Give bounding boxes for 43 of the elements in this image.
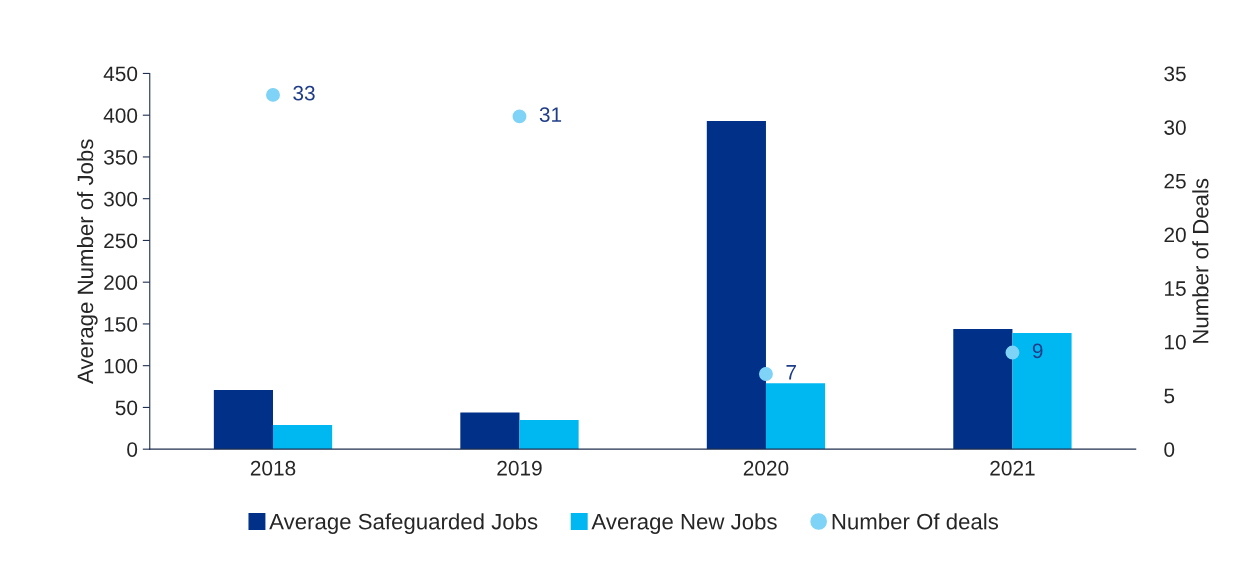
bar <box>1012 333 1072 450</box>
y2-tick-label: 15 <box>1165 281 1186 296</box>
y2-tick-label: 5 <box>1164 388 1175 404</box>
bar <box>953 328 1013 450</box>
y-tick-label: 150 <box>104 316 138 332</box>
x-tick-label: 2018 <box>250 460 296 476</box>
point <box>266 87 280 102</box>
y-tick-label: 200 <box>104 275 138 290</box>
y2-axis-title: Number of Deals <box>1192 178 1209 343</box>
bar <box>213 389 273 450</box>
y2-tick-label: 25 <box>1164 173 1186 189</box>
x-tick-label: 2019 <box>497 460 542 476</box>
y-tick-label: 450 <box>103 66 138 82</box>
y-axis-title: Average Number of Jobs <box>76 139 98 384</box>
y-tick-label: 300 <box>103 191 138 207</box>
y2-tick-label: 0 <box>1164 442 1175 457</box>
x-tick-label: 2020 <box>743 460 789 476</box>
data-label: 31 <box>539 107 562 122</box>
y-tick-label: 250 <box>104 233 138 249</box>
y-tick-label: 0 <box>127 442 138 457</box>
legend-label: Number Of deals <box>832 513 999 530</box>
y-tick-label: 100 <box>104 358 138 374</box>
y-tick-label: 400 <box>103 108 138 123</box>
bar <box>519 419 579 450</box>
y2-tick-label: 30 <box>1164 120 1186 135</box>
legend-label: Average Safeguarded Jobs <box>269 513 538 534</box>
x-tick-label: 2021 <box>990 460 1035 476</box>
y2-tick-label: 35 <box>1164 66 1186 82</box>
y2-tick-label: 20 <box>1164 227 1186 243</box>
data-label: 33 <box>293 85 315 101</box>
data-label: 7 <box>786 365 796 380</box>
point <box>512 109 527 124</box>
legend-label: Average New Jobs <box>591 513 777 534</box>
bar <box>765 383 826 450</box>
point <box>759 367 773 381</box>
y2-tick-label: 10 <box>1165 334 1186 350</box>
bar <box>460 412 520 450</box>
y-tick-label: 50 <box>115 400 138 416</box>
bar <box>706 121 766 450</box>
data-label: 9 <box>1032 343 1043 359</box>
y-tick-label: 350 <box>103 149 138 165</box>
bar <box>273 424 333 450</box>
point <box>1005 345 1020 360</box>
